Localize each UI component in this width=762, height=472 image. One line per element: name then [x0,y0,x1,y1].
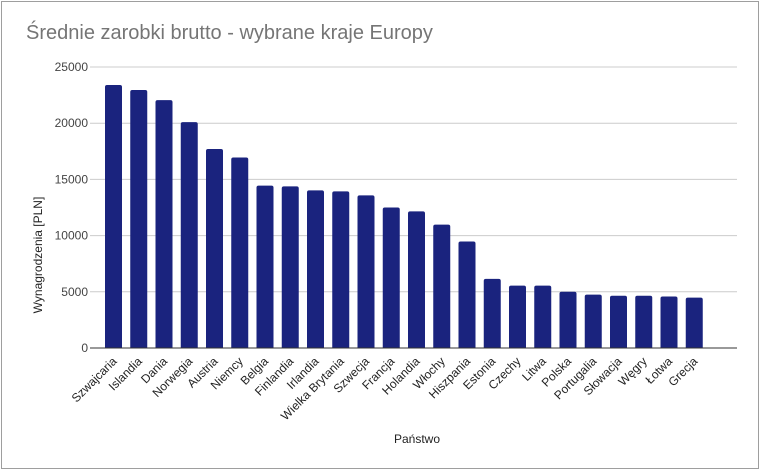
y-tick-label: 10000 [55,229,89,243]
bar [332,191,350,348]
y-tick-label: 15000 [55,172,89,186]
x-category-label: Węgry [615,354,649,388]
bar [281,186,299,348]
bar [307,190,324,348]
bar [105,84,122,348]
bar [483,278,501,348]
bar [357,195,375,348]
x-category-label: Grecja [665,354,700,389]
bar [180,122,198,349]
bar [635,295,653,348]
y-tick-label: 20000 [55,116,89,130]
bar [610,295,627,348]
bar [685,297,703,348]
bar [534,285,552,348]
bar [256,185,274,348]
bar [559,291,577,348]
bar [155,100,173,349]
bar [206,149,223,348]
y-tick-label: 0 [81,341,88,355]
bar [130,90,148,349]
bars [105,84,703,349]
bar [231,157,249,348]
x-axis-categories: SzwajcariaIslandiaDaniaNorwegiaAustriaNi… [69,354,701,423]
gridlines [90,66,737,293]
bar [433,224,451,348]
bar [408,211,425,348]
y-tick-label: 25000 [55,60,89,74]
bar [584,294,602,348]
bar [660,296,678,348]
bar [509,285,526,348]
x-axis-label: Państwo [393,432,441,446]
bar [458,241,476,348]
y-axis-ticks: 0 5000 10000 15000 20000 25000 [55,60,89,355]
y-tick-label: 5000 [61,285,88,299]
bar [382,207,400,348]
chart-title: Średnie zarobki brutto - wybrane kraje E… [26,22,433,44]
